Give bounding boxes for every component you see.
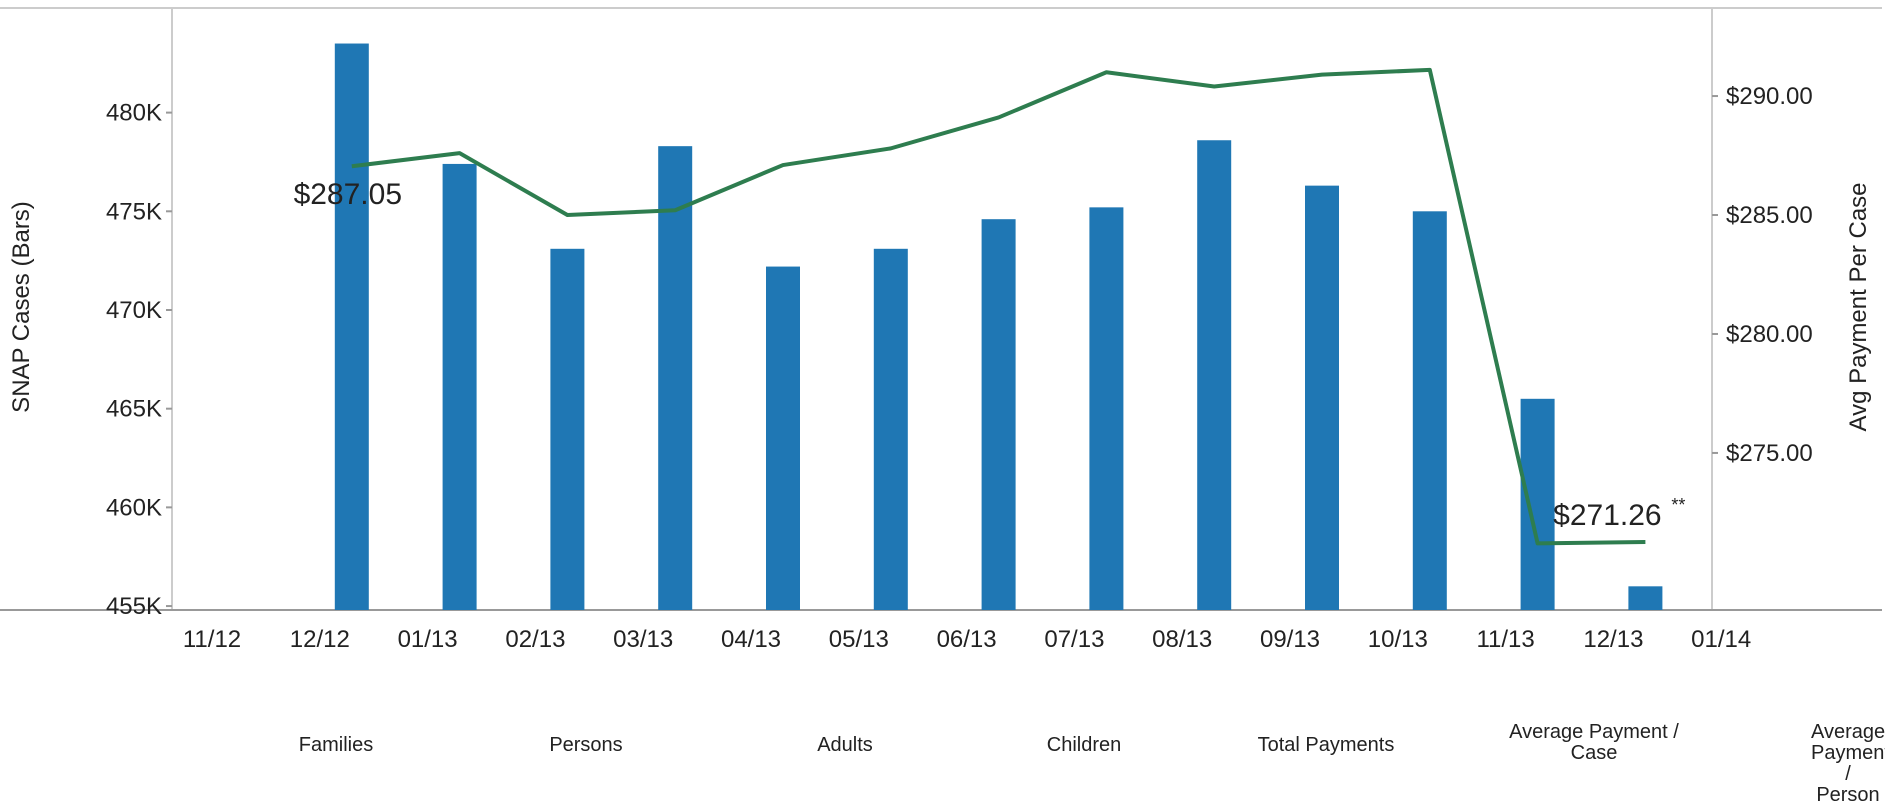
x-tick-label: 01/13 (398, 626, 458, 653)
tab-families[interactable]: Families (221, 735, 451, 756)
bar-09-13[interactable] (1305, 185, 1339, 610)
bar-01-13[interactable] (442, 163, 477, 611)
tab-children[interactable]: Children (969, 735, 1199, 756)
bar-12-12[interactable] (334, 43, 369, 610)
avg-payment-line[interactable] (351, 67, 1646, 546)
tab-persons[interactable]: Persons (471, 735, 701, 756)
right-tick-label: $280.00 (1726, 321, 1813, 348)
tab-label-line: Average Payment / (1509, 721, 1679, 743)
bar-series-snap-cases (334, 43, 1663, 611)
left-tick-label: 475K (106, 198, 162, 225)
x-tick-label: 07/13 (1044, 626, 1104, 653)
x-tick-label: 06/13 (937, 626, 997, 653)
combo-chart-svg: $287.05 $271.26 ** 455K 460K 465K 470K 475K 480… (0, 7, 1882, 653)
right-axis-ticks: $275.00 $280.00 $285.00 $290.00 (1712, 83, 1813, 467)
line-series-avg-payment (351, 67, 1646, 546)
x-tick-label: 05/13 (829, 626, 889, 653)
chart: $287.05 $271.26 ** 455K 460K 465K 470K 475K 480… (0, 7, 1885, 806)
left-axis-ticks: 455K 460K 465K 470K 475K 480K (106, 100, 172, 620)
bar-04-13[interactable] (766, 266, 800, 610)
tab-label-line: Families (298, 734, 374, 756)
left-tick-label: 460K (106, 494, 162, 521)
tab-total-payments[interactable]: Total Payments (1211, 735, 1441, 756)
x-tick-label: 11/13 (1476, 626, 1534, 653)
left-tick-label: 480K (106, 100, 162, 127)
tab-label-line: Adults (817, 734, 873, 756)
x-tick-label: 12/13 (1583, 626, 1643, 653)
right-tick-label: $285.00 (1726, 202, 1813, 229)
annotation-superscript: ** (1671, 495, 1685, 515)
left-tick-label: 455K (106, 593, 162, 620)
left-tick-label: 465K (106, 396, 162, 423)
annotation-label-12-12: $287.05 (294, 178, 402, 211)
x-tick-label: 09/13 (1260, 626, 1320, 653)
left-tick-label: 470K (106, 297, 162, 324)
right-axis-title: Avg Payment Per Case (1845, 182, 1872, 431)
right-tick-label: $290.00 (1726, 83, 1813, 110)
x-tick-label: 03/13 (613, 626, 673, 653)
x-tick-label: 08/13 (1152, 626, 1212, 653)
annotations: $287.05 $271.26 ** (294, 178, 1686, 532)
bar-02-13[interactable] (550, 248, 585, 611)
bar-07-13[interactable] (1089, 207, 1124, 610)
tab-average-payment-person[interactable]: Average Payment / Person (1811, 722, 1885, 806)
annotation-label-12-13: $271.26 (1553, 499, 1661, 532)
tab-label-line: Average Payment / (1811, 721, 1885, 785)
tab-label-line: Persons (549, 734, 623, 756)
x-tick-label: 10/13 (1368, 626, 1428, 653)
bar-06-13[interactable] (981, 219, 1016, 611)
x-tick-label: 02/13 (505, 626, 565, 653)
x-axis-ticks: 11/12 12/12 01/13 02/13 03/13 04/13 05/13 06/13… (183, 626, 1751, 653)
x-tick-label: 01/14 (1691, 626, 1751, 653)
bar-11-13[interactable] (1520, 398, 1555, 610)
x-tick-label: 11/12 (183, 626, 241, 653)
left-axis-title: SNAP Cases (Bars) (8, 201, 35, 413)
tab-average-payment-case[interactable]: Average Payment / Case (1479, 722, 1709, 764)
tab-label-line: Case (1570, 742, 1618, 764)
bar-12-13[interactable] (1628, 586, 1663, 610)
bar-10-13[interactable] (1412, 211, 1447, 611)
tab-label-line: Person (1816, 784, 1880, 806)
axes-frame (0, 7, 1882, 611)
tab-label-line: Children (1046, 734, 1122, 756)
tab-adults[interactable]: Adults (730, 735, 960, 756)
right-tick-label: $275.00 (1726, 440, 1813, 467)
x-tick-label: 04/13 (721, 626, 781, 653)
bar-03-13[interactable] (658, 146, 693, 610)
bar-08-13[interactable] (1197, 140, 1232, 611)
bar-05-13[interactable] (873, 248, 908, 611)
tab-label-line: Total Payments (1257, 734, 1395, 756)
x-tick-label: 12/12 (290, 626, 350, 653)
